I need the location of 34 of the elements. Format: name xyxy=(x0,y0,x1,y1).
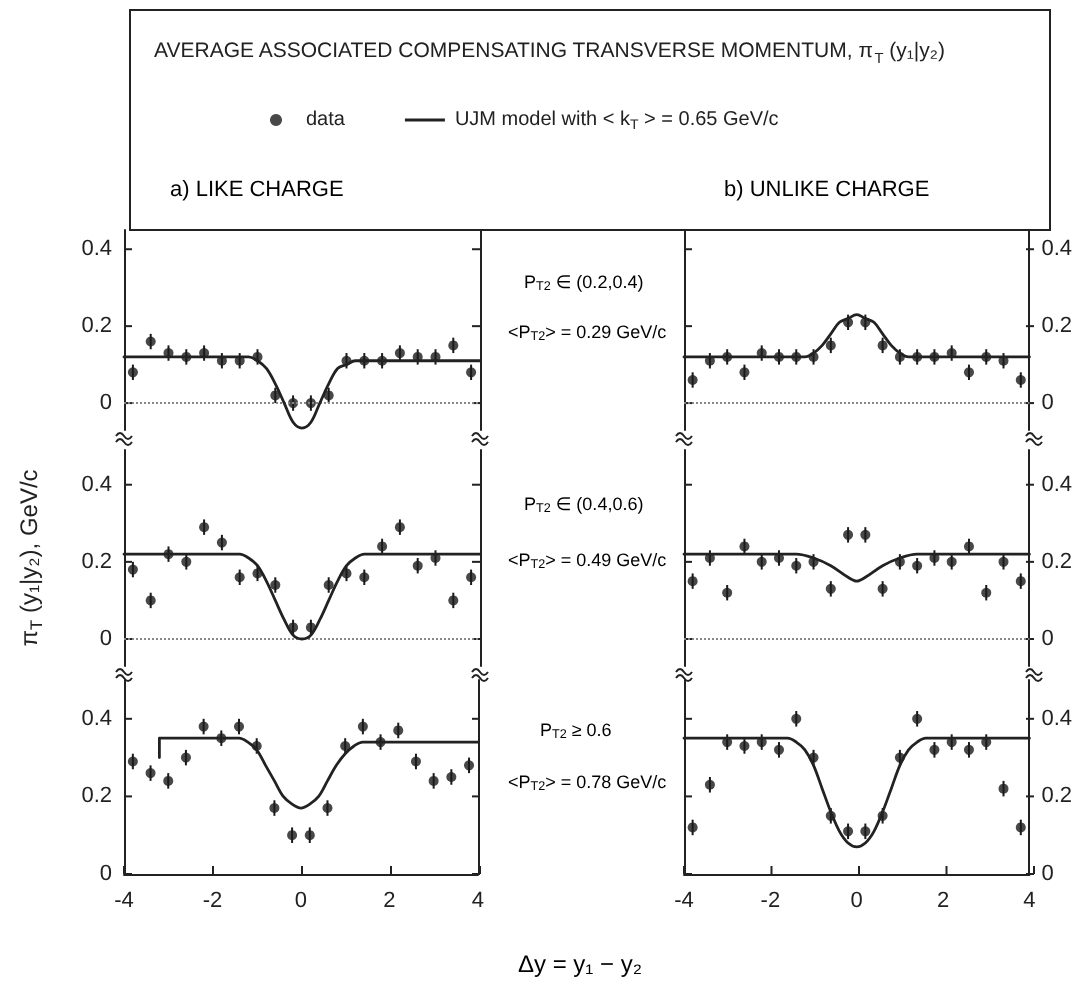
y-tick-label: 0.2 xyxy=(1041,549,1073,574)
legend-label: data xyxy=(306,109,346,131)
y-tick-label: 0 xyxy=(99,627,112,651)
y-tick-label: 0.4 xyxy=(81,706,112,731)
text: a) LIKE CHARGE xyxy=(170,178,344,202)
x-tick-label: 2 xyxy=(383,889,396,913)
y-tick-label: 0.2 xyxy=(81,549,112,574)
x-tick-label: 0 xyxy=(850,889,863,913)
x-tick-label: 2 xyxy=(936,889,950,913)
y-tick-label: 0.2 xyxy=(81,314,112,339)
text: b) UNLIKE CHARGE xyxy=(724,178,930,202)
y-tick-label: 0 xyxy=(99,391,112,416)
y-tick-label: 0.4 xyxy=(81,472,112,497)
y-tick-label: 0.2 xyxy=(81,784,112,809)
x-tick-label: -4 xyxy=(114,889,134,913)
y-axis-title: πT (y₁|y₂), GeV/c xyxy=(14,469,46,647)
y-tick-label: 0 xyxy=(99,862,112,886)
x-tick-label: 0 xyxy=(294,889,308,913)
y-tick-label: 0.4 xyxy=(81,237,112,262)
x-tick-label: 4 xyxy=(1023,889,1036,913)
y-tick-label: 0 xyxy=(1041,391,1054,416)
y-tick-label: 0.4 xyxy=(1041,706,1073,731)
y-tick-label: 0.2 xyxy=(1041,314,1073,339)
x-tick-label: -2 xyxy=(202,889,223,913)
x-axis-title: Δy = y₁ − y₂ xyxy=(517,950,643,978)
y-tick-label: 0 xyxy=(1041,862,1054,886)
x-tick-label: -4 xyxy=(674,889,694,913)
y-tick-label: 0 xyxy=(1041,627,1054,651)
y-tick-label: 0.2 xyxy=(1041,784,1073,809)
y-tick-label: 0.4 xyxy=(1041,237,1073,262)
y-tick-label: 0.4 xyxy=(1041,472,1073,497)
point xyxy=(234,721,245,732)
x-tick-label: 4 xyxy=(471,889,485,913)
x-tick-label: -2 xyxy=(760,889,781,913)
